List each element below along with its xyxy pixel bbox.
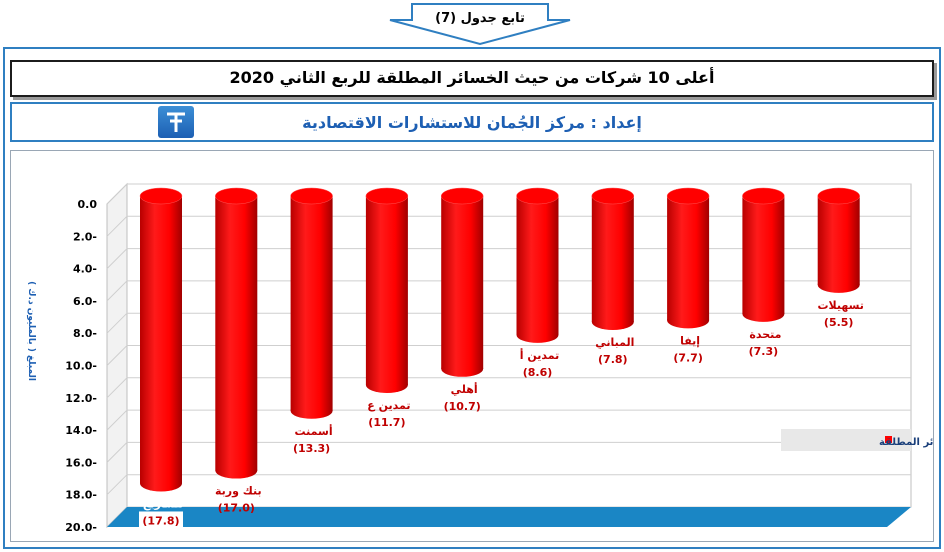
value-label: (17.8) bbox=[142, 514, 179, 527]
grid-line bbox=[106, 377, 911, 399]
y-tick-label: 0.0 bbox=[78, 198, 98, 211]
bar bbox=[742, 187, 785, 322]
bar bbox=[139, 187, 183, 492]
legend: الخسائر المطلقة bbox=[781, 429, 944, 451]
value-label: (7.8) bbox=[598, 353, 628, 366]
grid-line bbox=[106, 441, 911, 463]
y-tick-label: 16.0- bbox=[65, 456, 97, 469]
grid-line bbox=[106, 280, 911, 302]
value-label: (11.7) bbox=[368, 416, 405, 429]
company-logo-icon bbox=[158, 106, 194, 138]
y-tick-label: 4.0- bbox=[73, 263, 97, 276]
chart-floor bbox=[107, 507, 911, 527]
category-label: مشاريع bbox=[143, 497, 183, 510]
category-label: تسهيلات bbox=[817, 299, 863, 312]
value-label: (10.7) bbox=[444, 400, 481, 413]
y-tick-label: 6.0- bbox=[73, 295, 97, 308]
bar bbox=[591, 187, 635, 330]
y-tick-label: 18.0- bbox=[65, 489, 97, 502]
bar bbox=[290, 187, 333, 419]
page-subtitle: إعداد : مركز الجُمان للاستشارات الاقتصاد… bbox=[302, 113, 642, 132]
y-tick-label: 8.0- bbox=[73, 327, 97, 340]
category-label: أسمنت bbox=[295, 424, 333, 438]
category-label: تمدين ع bbox=[367, 399, 410, 412]
y-tick-label: 14.0- bbox=[65, 424, 97, 437]
legend-label: الخسائر المطلقة bbox=[879, 437, 933, 448]
bar bbox=[666, 187, 710, 329]
value-label: (17.0) bbox=[218, 502, 255, 515]
grid-line bbox=[106, 183, 911, 205]
category-label: بنك وربة bbox=[215, 485, 262, 498]
bar bbox=[516, 187, 559, 343]
grid-line bbox=[106, 312, 911, 334]
value-label-bg bbox=[139, 511, 183, 528]
grid-line bbox=[106, 345, 911, 366]
value-label: (7.3) bbox=[749, 345, 779, 358]
value-label: (13.3) bbox=[293, 442, 330, 455]
bar bbox=[365, 187, 409, 393]
category-label: متحدة bbox=[749, 328, 781, 341]
outer-frame bbox=[3, 47, 941, 549]
page-title: أعلى 10 شركات من حيث الخسائر المطلقة للر… bbox=[229, 68, 715, 87]
category-label: أهلي bbox=[451, 382, 478, 396]
bar bbox=[817, 187, 860, 293]
chart-area: مشاريع (17.8) بنك وربة (17.0) أسمنت (13.3) تمد… bbox=[10, 150, 944, 542]
category-label: المباني bbox=[595, 336, 634, 349]
bar-chart: مشاريع (17.8) بنك وربة (17.0) أسمنت (13.3) تمد… bbox=[26, 182, 944, 534]
value-label: (7.7) bbox=[673, 351, 703, 364]
y-tick-label: 2.0- bbox=[73, 230, 97, 243]
bar bbox=[440, 187, 484, 377]
y-axis-label: المبلغ ( بالمليون د.ك ) bbox=[26, 281, 36, 381]
grid-line bbox=[106, 409, 911, 431]
value-label: (5.5) bbox=[824, 316, 854, 329]
grid-line bbox=[106, 215, 911, 237]
y-tick-label: 10.0- bbox=[65, 360, 97, 373]
value-label: (8.6) bbox=[523, 366, 553, 379]
grid-line bbox=[106, 474, 911, 496]
y-tick-label: 12.0- bbox=[65, 392, 97, 405]
category-label: إيفا bbox=[680, 334, 700, 347]
subtitle-box: إعداد : مركز الجُمان للاستشارات الاقتصاد… bbox=[10, 102, 934, 142]
y-tick-label: 20.0- bbox=[65, 521, 97, 534]
header-arrow: تابع جدول (7) bbox=[389, 3, 571, 46]
grid-line bbox=[106, 248, 911, 269]
legend-swatch bbox=[885, 436, 892, 443]
table-label: تابع جدول (7) bbox=[435, 11, 525, 26]
bar bbox=[215, 187, 258, 479]
title-box: أعلى 10 شركات من حيث الخسائر المطلقة للر… bbox=[10, 60, 934, 97]
category-label: تمدين أ bbox=[520, 348, 560, 362]
